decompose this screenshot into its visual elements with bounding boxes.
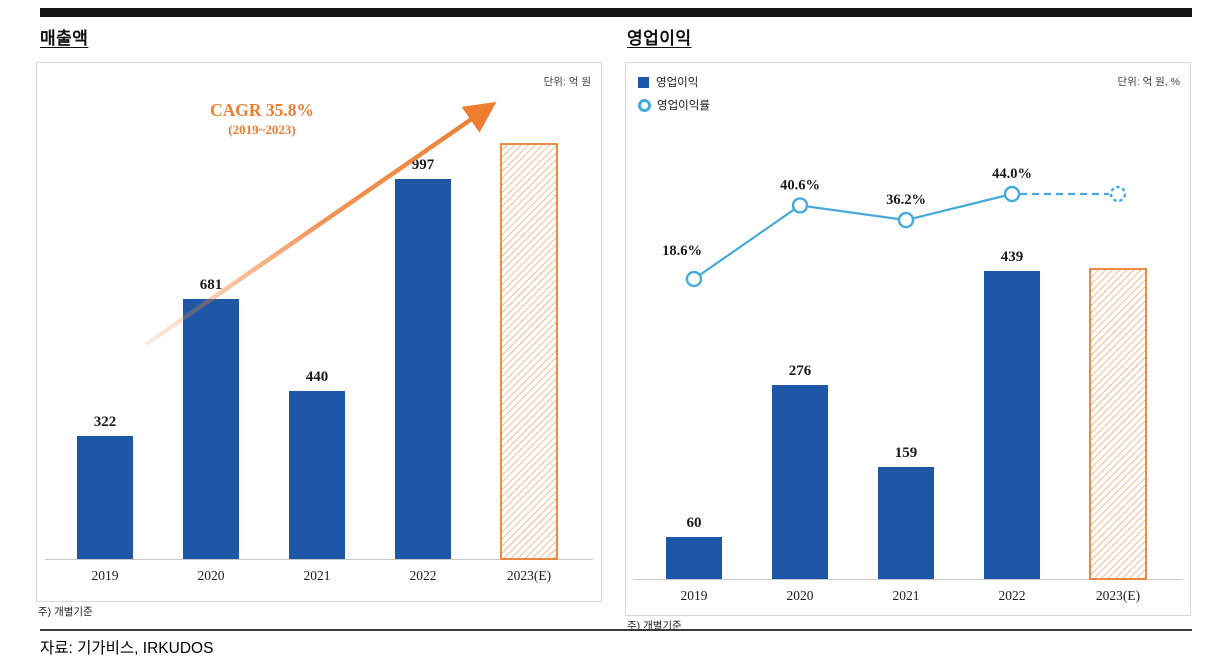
x-tick-label: 2021 bbox=[304, 568, 331, 583]
line-series-marker-icon bbox=[638, 98, 651, 112]
x-tick-label: 2022 bbox=[410, 568, 437, 583]
bar-2019 bbox=[77, 436, 133, 559]
bar-value-label: 276 bbox=[789, 363, 812, 379]
bar-2020 bbox=[183, 299, 239, 559]
margin-marker-2020 bbox=[791, 197, 809, 214]
bar-2022 bbox=[395, 179, 451, 559]
bar-2021 bbox=[289, 391, 345, 559]
x-tick-label: 2020 bbox=[787, 588, 814, 603]
revenue-section-title: 매출액 bbox=[40, 29, 89, 48]
revenue-unit-label: 단위: 억 원 bbox=[543, 76, 591, 88]
margin-marker-2019 bbox=[685, 270, 703, 288]
cagr-line2: (2019~2023) bbox=[228, 121, 296, 137]
bar-2022 bbox=[984, 271, 1040, 579]
top-rule bbox=[40, 8, 1192, 17]
bar-estimate-2023(E) bbox=[1089, 268, 1147, 580]
x-tick-label: 2022 bbox=[999, 588, 1026, 603]
margin-value-label: 44.0% bbox=[992, 166, 1032, 182]
margin-value-label: 18.6% bbox=[662, 243, 702, 259]
bar-value-label: 440 bbox=[306, 369, 329, 385]
legend-bar-label: 영업이익 bbox=[656, 77, 699, 89]
margin-marker-2021 bbox=[897, 211, 915, 229]
cagr-trend-arrow bbox=[143, 101, 497, 347]
bar-value-label: 439 bbox=[1001, 249, 1024, 265]
legend-item-operating-margin: 영업이익률 bbox=[638, 97, 710, 113]
revenue-note: 주) 개별기준 bbox=[38, 606, 93, 618]
x-tick-label: 2023(E) bbox=[1096, 588, 1140, 603]
source-label: 자료: 기가비스, IRKUDOS bbox=[40, 640, 214, 657]
operating-profit-unit-label: 단위: 억 원, % bbox=[1117, 76, 1180, 88]
bar-2021 bbox=[878, 467, 934, 579]
bar-value-label: 997 bbox=[412, 157, 435, 173]
margin-value-label: 40.6% bbox=[780, 177, 820, 193]
bar-2019 bbox=[666, 537, 722, 579]
operating-profit-chart-panel: 60 2019 276 2020 159 2021 439 2022 2023(E) 18.6% 4… bbox=[625, 62, 1191, 616]
bar-value-label: 159 bbox=[895, 445, 918, 461]
legend-item-operating-profit: 영업이익 bbox=[638, 74, 710, 90]
x-tick-label: 2021 bbox=[893, 588, 920, 603]
x-tick-label: 2020 bbox=[198, 568, 225, 583]
operating-profit-chart-svg: 60 2019 276 2020 159 2021 439 2022 2023(E) 18.6% 4… bbox=[626, 63, 1190, 615]
x-tick-label: 2019 bbox=[92, 568, 119, 583]
margin-line bbox=[693, 192, 1013, 280]
margin-marker-2022 bbox=[1003, 185, 1021, 203]
footer-divider bbox=[40, 629, 1192, 631]
bar-value-label: 681 bbox=[200, 277, 223, 293]
margin-value-label: 36.2% bbox=[886, 192, 926, 208]
bar-value-label: 322 bbox=[94, 414, 117, 430]
cagr-line1: CAGR 35.8% bbox=[209, 100, 315, 120]
x-tick-label: 2023(E) bbox=[507, 568, 551, 583]
cagr-annotation: CAGR 35.8% (2019~2023) bbox=[167, 99, 357, 139]
x-tick-label: 2019 bbox=[681, 588, 708, 603]
bar-value-label: 60 bbox=[687, 515, 702, 531]
chart-legend: 영업이익 영업이익률 bbox=[638, 74, 710, 120]
bar-estimate-2023(E) bbox=[500, 143, 558, 560]
margin-marker-estimate bbox=[1109, 185, 1127, 203]
revenue-chart-panel: 322 2019 681 2020 440 2021 997 2022 2023(E) 단위: … bbox=[36, 62, 602, 602]
bar-series-swatch-icon bbox=[638, 76, 649, 88]
operating-profit-section-title: 영업이익 bbox=[627, 29, 692, 48]
bar-2020 bbox=[772, 385, 828, 579]
legend-line-label: 영업이익률 bbox=[657, 100, 710, 112]
revenue-chart-svg: 322 2019 681 2020 440 2021 997 2022 2023(E) bbox=[37, 63, 601, 601]
